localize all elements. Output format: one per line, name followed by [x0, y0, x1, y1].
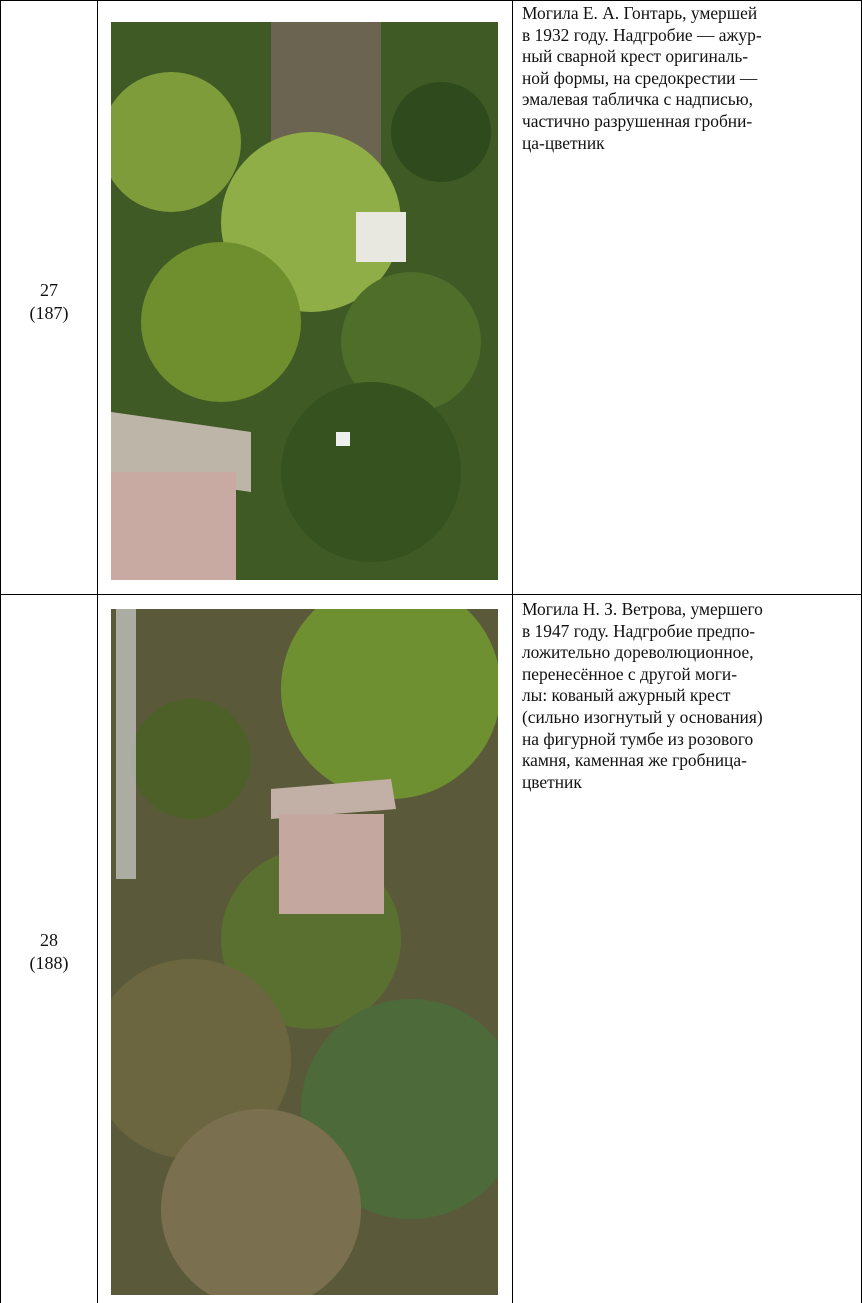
row-number-cell: 28 (188) [1, 929, 97, 975]
description-line: цветник [522, 771, 582, 792]
description: Могила Н. З. Ветрова, умершего в 1947 год… [522, 599, 858, 793]
row-ref: (187) [29, 303, 69, 323]
table-border [97, 0, 98, 1303]
grave-photo [111, 22, 498, 580]
description-line: частично разрушенная гробни- [522, 110, 753, 131]
description-line: в 1932 году. Надгробие — ажур- [522, 24, 762, 45]
description-line: ца-цветник [522, 132, 605, 153]
description-line: ложительно дореволюционное, [522, 642, 754, 663]
description: Могила Е. А. Гонтарь, умершей в 1932 году… [522, 3, 858, 154]
description-line: ный сварной крест оригиналь- [522, 46, 749, 67]
description-line: (сильно изогнутый у основания) [522, 706, 763, 727]
table-border [0, 594, 862, 595]
description-line: ной формы, на средокрестии — [522, 67, 758, 88]
row-number: 28 [40, 930, 58, 950]
description-line: на фигурной тумбе из розового [522, 728, 754, 749]
description-line: перенесённое с другой моги- [522, 663, 737, 684]
table-border [0, 0, 1, 1303]
table-border [512, 0, 513, 1303]
description-line: эмалевая табличка с надписью, [522, 89, 753, 110]
row-ref: (188) [29, 953, 69, 973]
row-number: 27 [40, 280, 58, 300]
description-line: лы: кованый ажурный крест [522, 685, 731, 706]
description-line: Могила Н. З. Ветрова, умершего [522, 599, 763, 619]
description-line: в 1947 году. Надгробие предпо- [522, 620, 756, 641]
row-number-cell: 27 (187) [1, 279, 97, 325]
description-line: камня, каменная же гробница- [522, 750, 747, 771]
description-line: Могила Е. А. Гонтарь, умершей [522, 3, 758, 23]
table-border [0, 0, 862, 1]
grave-photo [111, 609, 498, 1295]
